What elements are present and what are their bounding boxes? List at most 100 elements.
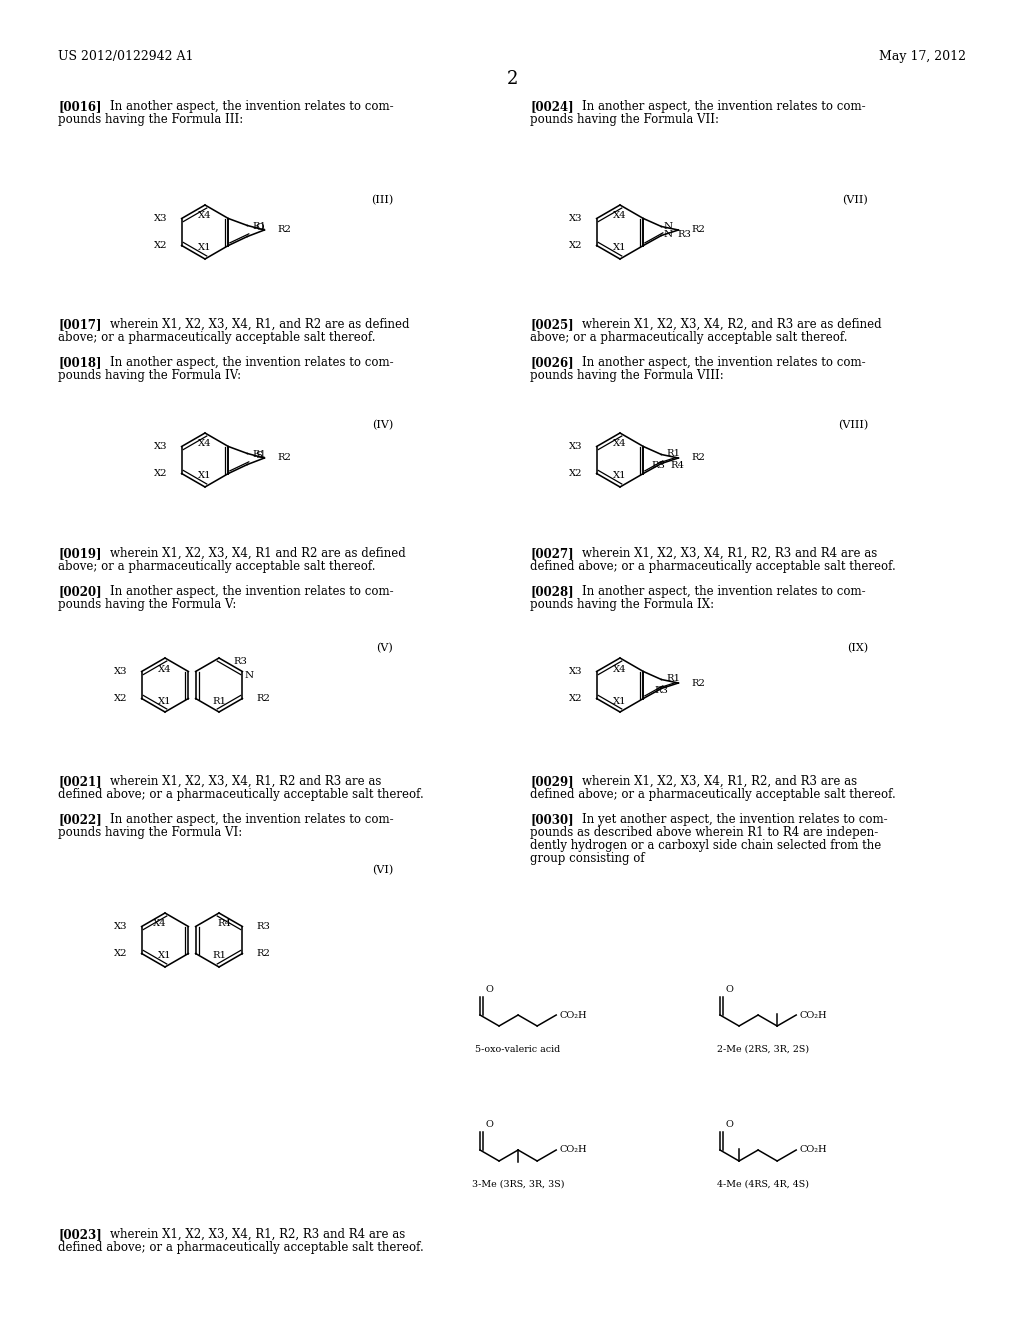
Text: N: N [664,230,673,239]
Text: X3: X3 [569,667,583,676]
Text: R2: R2 [691,678,706,688]
Text: X3: X3 [569,214,583,223]
Text: R4: R4 [217,920,231,928]
Text: defined above; or a pharmaceutically acceptable salt thereof.: defined above; or a pharmaceutically acc… [58,1241,424,1254]
Text: wherein X1, X2, X3, X4, R1, R2, R3 and R4 are as: wherein X1, X2, X3, X4, R1, R2, R3 and R… [110,1228,406,1241]
Text: R2: R2 [691,226,706,235]
Text: 4-Me (4RS, 4R, 4S): 4-Me (4RS, 4R, 4S) [717,1180,809,1189]
Text: [0019]: [0019] [58,546,101,560]
Text: X1: X1 [613,697,627,705]
Text: X2: X2 [155,242,168,249]
Text: wherein X1, X2, X3, X4, R1, R2, and R3 are as: wherein X1, X2, X3, X4, R1, R2, and R3 a… [582,775,857,788]
Text: In another aspect, the invention relates to com-: In another aspect, the invention relates… [582,100,865,114]
Text: pounds having the Formula V:: pounds having the Formula V: [58,598,237,611]
Text: R1: R1 [212,952,226,961]
Text: [0023]: [0023] [58,1228,101,1241]
Text: above; or a pharmaceutically acceptable salt thereof.: above; or a pharmaceutically acceptable … [58,560,376,573]
Text: [0017]: [0017] [58,318,101,331]
Text: (VI): (VI) [372,865,393,875]
Text: R3: R3 [651,461,666,470]
Text: R2: R2 [278,454,291,462]
Text: X2: X2 [114,949,128,958]
Text: [0024]: [0024] [530,100,573,114]
Text: R2: R2 [691,454,706,462]
Text: X2: X2 [114,694,128,704]
Text: May 17, 2012: May 17, 2012 [879,50,966,63]
Text: R3: R3 [233,657,247,667]
Text: pounds having the Formula IV:: pounds having the Formula IV: [58,370,241,381]
Text: O: O [485,985,493,994]
Text: [0028]: [0028] [530,585,573,598]
Text: O: O [725,985,733,994]
Text: X3: X3 [114,667,128,676]
Text: X3: X3 [155,214,168,223]
Text: R1: R1 [667,449,680,458]
Text: X2: X2 [569,242,583,249]
Text: X3: X3 [114,921,128,931]
Text: defined above; or a pharmaceutically acceptable salt thereof.: defined above; or a pharmaceutically acc… [58,788,424,801]
Text: R3: R3 [256,921,270,931]
Text: S: S [255,451,262,459]
Text: X4: X4 [158,664,172,673]
Text: [0018]: [0018] [58,356,101,370]
Text: R2: R2 [256,694,270,704]
Text: In another aspect, the invention relates to com-: In another aspect, the invention relates… [582,585,865,598]
Text: X1: X1 [158,697,172,705]
Text: R1: R1 [252,450,266,459]
Text: X3: X3 [155,442,168,451]
Text: N: N [245,671,254,680]
Text: O: O [485,1119,493,1129]
Text: dently hydrogen or a carboxyl side chain selected from the: dently hydrogen or a carboxyl side chain… [530,840,882,851]
Text: [0020]: [0020] [58,585,101,598]
Text: pounds having the Formula VIII:: pounds having the Formula VIII: [530,370,724,381]
Text: X4: X4 [199,440,212,449]
Text: [0022]: [0022] [58,813,101,826]
Text: CO₂H: CO₂H [559,1011,587,1019]
Text: In another aspect, the invention relates to com-: In another aspect, the invention relates… [110,813,393,826]
Text: CO₂H: CO₂H [799,1011,826,1019]
Text: In another aspect, the invention relates to com-: In another aspect, the invention relates… [110,356,393,370]
Text: defined above; or a pharmaceutically acceptable salt thereof.: defined above; or a pharmaceutically acc… [530,560,896,573]
Text: In another aspect, the invention relates to com-: In another aspect, the invention relates… [110,585,393,598]
Text: R4: R4 [671,461,684,470]
Text: O: O [255,223,264,232]
Text: X2: X2 [569,469,583,478]
Text: R1: R1 [212,697,226,705]
Text: 3-Me (3RS, 3R, 3S): 3-Me (3RS, 3R, 3S) [472,1180,564,1189]
Text: X4: X4 [199,211,212,220]
Text: X1: X1 [199,243,212,252]
Text: N: N [664,222,673,231]
Text: pounds having the Formula VI:: pounds having the Formula VI: [58,826,243,840]
Text: X3: X3 [569,442,583,451]
Text: US 2012/0122942 A1: US 2012/0122942 A1 [58,50,194,63]
Text: [0025]: [0025] [530,318,573,331]
Text: R1: R1 [667,675,680,682]
Text: wherein X1, X2, X3, X4, R1, and R2 are as defined: wherein X1, X2, X3, X4, R1, and R2 are a… [110,318,410,331]
Text: 2: 2 [506,70,518,88]
Text: group consisting of: group consisting of [530,851,645,865]
Text: wherein X1, X2, X3, X4, R1, R2 and R3 are as: wherein X1, X2, X3, X4, R1, R2 and R3 ar… [110,775,381,788]
Text: wherein X1, X2, X3, X4, R1, R2, R3 and R4 are as: wherein X1, X2, X3, X4, R1, R2, R3 and R… [582,546,878,560]
Text: X1: X1 [199,471,212,480]
Text: In another aspect, the invention relates to com-: In another aspect, the invention relates… [110,100,393,114]
Text: (IX): (IX) [847,643,868,653]
Text: [0021]: [0021] [58,775,101,788]
Text: pounds as described above wherein R1 to R4 are indepen-: pounds as described above wherein R1 to … [530,826,879,840]
Text: X1: X1 [613,243,627,252]
Text: [0027]: [0027] [530,546,573,560]
Text: (V): (V) [376,643,393,653]
Text: 2-Me (2RS, 3R, 2S): 2-Me (2RS, 3R, 2S) [717,1045,809,1053]
Text: In yet another aspect, the invention relates to com-: In yet another aspect, the invention rel… [582,813,888,826]
Text: X4: X4 [613,440,627,449]
Text: (III): (III) [371,195,393,205]
Text: X1: X1 [613,471,627,480]
Text: above; or a pharmaceutically acceptable salt thereof.: above; or a pharmaceutically acceptable … [530,331,848,345]
Text: pounds having the Formula VII:: pounds having the Formula VII: [530,114,719,125]
Text: [0026]: [0026] [530,356,573,370]
Text: X2: X2 [569,694,583,704]
Text: wherein X1, X2, X3, X4, R1 and R2 are as defined: wherein X1, X2, X3, X4, R1 and R2 are as… [110,546,406,560]
Text: (VIII): (VIII) [838,420,868,430]
Text: R1: R1 [252,222,266,231]
Text: [0016]: [0016] [58,100,101,114]
Text: defined above; or a pharmaceutically acceptable salt thereof.: defined above; or a pharmaceutically acc… [530,788,896,801]
